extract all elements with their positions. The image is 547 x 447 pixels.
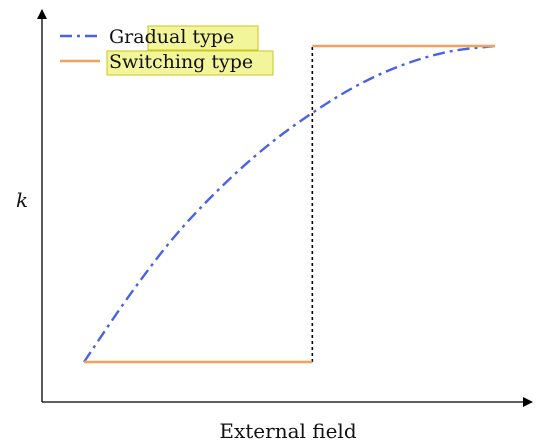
series-switching-line	[84, 44, 495, 364]
legend-label-gradual: Gradual type	[109, 26, 234, 48]
legend-item-gradual: Gradual type	[60, 25, 259, 51]
legend-label-switching: Switching type	[109, 51, 253, 73]
series-gradual-line	[83, 44, 496, 363]
legend: Gradual type Switching type	[60, 25, 274, 76]
x-axis-label: External field	[219, 419, 356, 443]
y-axis-label: k	[16, 188, 28, 212]
legend-highlight-switching	[106, 50, 274, 76]
legend-item-switching: Switching type	[60, 50, 274, 76]
legend-highlight-gradual	[147, 25, 259, 51]
